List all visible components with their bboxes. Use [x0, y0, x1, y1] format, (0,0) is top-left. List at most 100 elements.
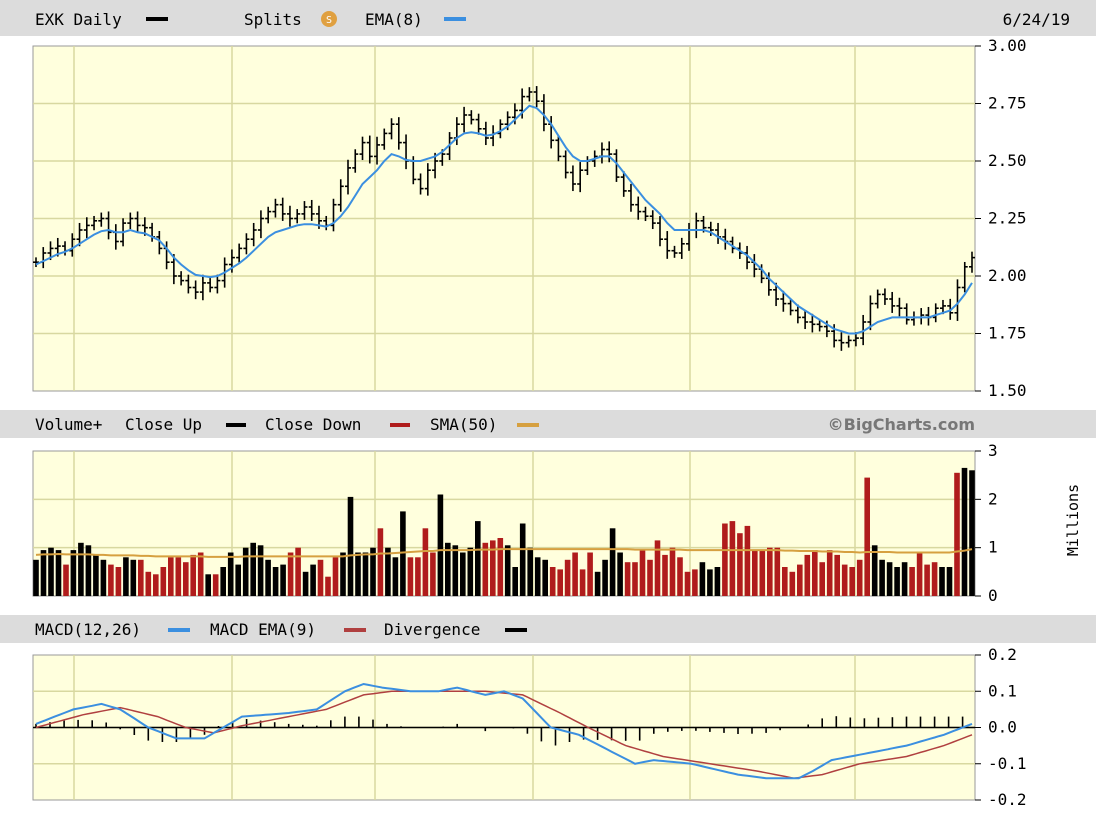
volume-bar: [355, 552, 361, 596]
macd-signal-line: [35, 690, 973, 780]
price-tick-label: 1.50: [988, 381, 1027, 400]
macd-divergence-bars: [35, 716, 964, 746]
volume-bar: [460, 552, 466, 596]
volume-bar: [475, 521, 481, 596]
price-bar: [664, 231, 671, 259]
volume-bar: [467, 547, 474, 596]
volume-bar: [946, 567, 953, 596]
volume-bar: [175, 557, 182, 596]
watermark: ©BigCharts.com: [828, 415, 975, 434]
volume-bar: [812, 550, 818, 596]
price-bar: [272, 198, 279, 218]
macd-label: MACD(12,26): [35, 620, 141, 639]
volume-bar: [183, 562, 189, 596]
price-bar: [156, 230, 163, 255]
price-bar: [649, 210, 656, 230]
volume-bar: [774, 547, 781, 596]
volume-bar: [272, 567, 279, 596]
price-bar: [802, 310, 809, 330]
volume-bar: [93, 554, 99, 596]
volume-bar: [370, 547, 376, 596]
volume-label: Volume+: [35, 415, 102, 434]
volume-bar: [40, 550, 47, 596]
volume-bar: [490, 540, 496, 596]
volume-bar: [789, 571, 796, 596]
price-bar: [424, 163, 431, 196]
volume-bar: [864, 477, 870, 596]
sma-label: SMA(50): [430, 415, 497, 434]
volume-panel: [32, 450, 976, 597]
price-bar: [874, 289, 881, 309]
macd-tick-label: 0.1: [988, 681, 1017, 700]
volume-bar: [954, 472, 960, 597]
macd-axis: 0.2 0.1 0.0 -0.1 -0.2: [975, 645, 1027, 809]
price-bar: [178, 271, 185, 286]
volume-bar: [961, 467, 968, 596]
volume-bar: [445, 542, 451, 596]
volume-bar: [744, 525, 751, 596]
divergence-swatch: [505, 628, 527, 632]
volume-bar: [362, 552, 369, 596]
price-bar: [867, 295, 874, 331]
price-bar: [642, 206, 649, 222]
volume-bar: [624, 562, 631, 596]
volume-bar: [257, 545, 264, 597]
splits-icon: [321, 11, 337, 27]
volume-bar: [699, 562, 706, 596]
volume-tick-label: 3: [988, 441, 998, 460]
price-bar: [91, 215, 98, 231]
volume-bar: [826, 550, 833, 596]
volume-bar: [497, 538, 504, 596]
price-bar: [606, 141, 613, 163]
volume-bar: [452, 545, 459, 597]
volume-bar: [287, 552, 294, 596]
volume-bar: [33, 559, 39, 597]
ema-label: EMA(8): [365, 10, 423, 29]
volume-bar: [310, 564, 316, 596]
volume-bar: [422, 528, 429, 596]
volume-bar: [684, 571, 691, 596]
price-bar: [294, 209, 301, 224]
price-grid: [33, 46, 975, 391]
price-bar: [243, 233, 250, 255]
price-bar: [569, 165, 576, 192]
price-axis: 3.00 2.75 2.50 2.25 2.00 1.75 1.50: [975, 36, 1027, 400]
price-bar: [533, 86, 540, 108]
price-bar: [265, 206, 272, 224]
price-bar: [845, 335, 852, 348]
signal-swatch: [344, 628, 366, 632]
divergence-label: Divergence: [384, 620, 480, 639]
price-bar: [337, 179, 344, 212]
volume-bar: [602, 559, 608, 597]
volume-bar: [909, 567, 915, 596]
price-bar: [773, 282, 780, 307]
volume-bar: [332, 557, 339, 596]
price-bar: [932, 303, 939, 323]
volume-bar: [916, 552, 923, 596]
volume-bar: [819, 562, 825, 596]
sma-line: [35, 548, 973, 558]
macd-tick-label: -0.1: [988, 754, 1027, 773]
price-tick-label: 2.75: [988, 94, 1027, 113]
price-bar: [635, 196, 642, 220]
price-bar: [417, 173, 424, 195]
price-tick-label: 2.25: [988, 209, 1027, 228]
ema-legend-swatch: [444, 17, 466, 21]
macd-header-bar: [0, 615, 1096, 643]
price-bar: [127, 212, 134, 230]
volume-bar: [879, 559, 885, 597]
price-bar: [555, 135, 562, 162]
volume-bar: [894, 567, 900, 596]
volume-bar: [572, 552, 578, 596]
price-bar: [526, 87, 533, 102]
price-bar: [613, 149, 620, 182]
price-bar: [345, 159, 351, 195]
volume-bar: [542, 559, 548, 597]
splits-label: Splits: [244, 10, 302, 29]
volume-bar: [55, 550, 62, 596]
volume-bar: [100, 559, 107, 597]
close-up-swatch: [226, 423, 246, 427]
volume-bar: [804, 554, 811, 596]
volume-bar: [737, 533, 743, 596]
volume-bar: [669, 547, 676, 596]
